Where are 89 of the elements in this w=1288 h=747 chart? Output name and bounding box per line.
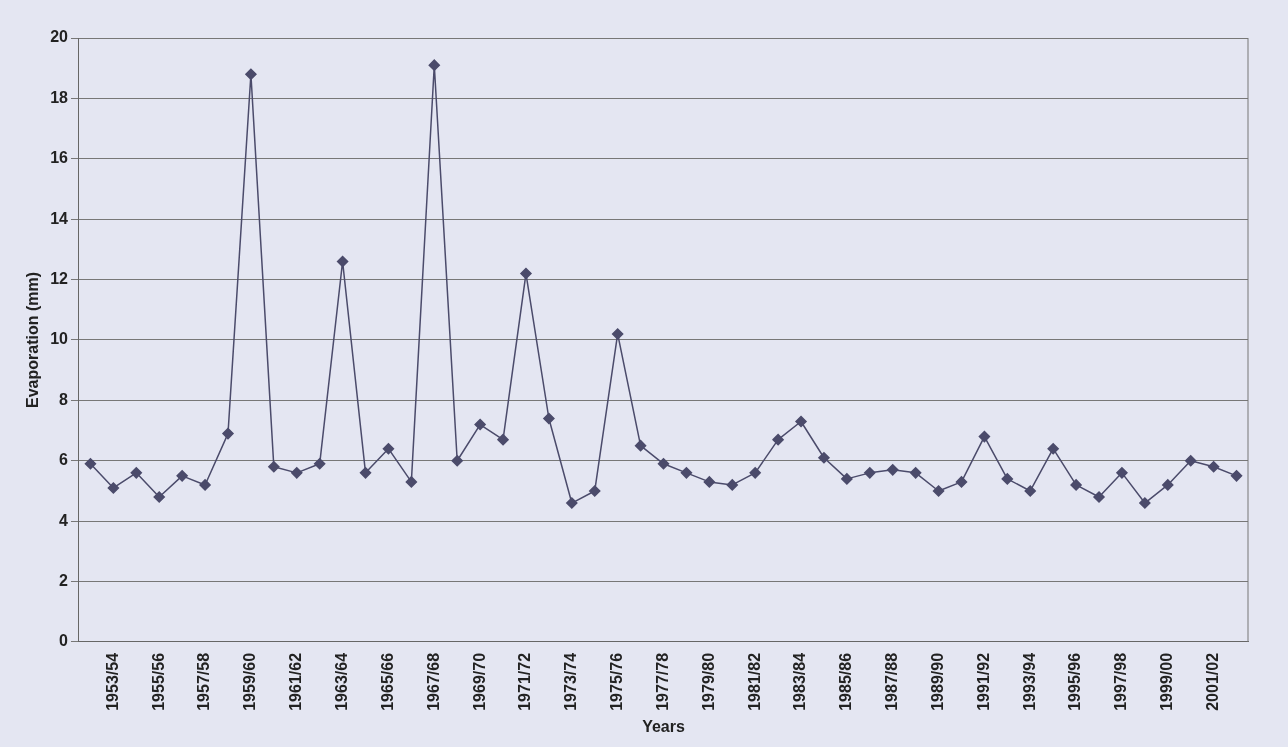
point [199, 479, 211, 491]
y-axis-title: Evaporation (mm) [24, 271, 42, 408]
x-tick-label: 1977/78 [653, 652, 671, 711]
y-tick-label: 8 [59, 390, 69, 408]
x-tick-label: 1997/98 [1112, 652, 1130, 711]
point [1093, 491, 1105, 503]
point [1116, 467, 1128, 479]
point [336, 255, 349, 268]
point [176, 470, 188, 482]
point [497, 433, 509, 446]
x-axis-title: Years [642, 717, 685, 735]
point [864, 467, 876, 479]
x-tick-label: 1965/66 [378, 652, 396, 711]
x-tick-label: 1959/60 [241, 652, 259, 711]
point [222, 427, 234, 440]
point [1139, 497, 1151, 509]
x-tick-label: 1995/96 [1066, 652, 1084, 711]
point [611, 328, 624, 340]
y-tick-label: 10 [50, 330, 69, 348]
point [1047, 442, 1059, 455]
point [1001, 473, 1014, 485]
point [932, 485, 945, 497]
point [1230, 470, 1243, 482]
point [1207, 461, 1220, 473]
point [84, 458, 97, 470]
x-tick-label: 1961/62 [287, 652, 305, 711]
point [520, 267, 532, 280]
x-tick-label: 1955/56 [149, 652, 167, 711]
point [795, 415, 807, 428]
point [841, 473, 853, 485]
point [543, 412, 555, 425]
point [588, 485, 601, 497]
y-tick-label: 14 [50, 209, 69, 227]
point [634, 439, 647, 452]
x-tick-label: 1957/58 [195, 652, 213, 711]
y-tick-label: 18 [50, 88, 69, 106]
x-tick-label: 1963/64 [333, 652, 350, 711]
x-tick-label: 1969/70 [470, 652, 488, 711]
x-tick-label: 1999/00 [1158, 652, 1176, 711]
point [726, 479, 739, 491]
point [382, 442, 395, 455]
x-tick-label: 1973/74 [562, 652, 580, 711]
x-tick-label: 1953/54 [103, 652, 121, 711]
point [107, 482, 120, 494]
x-tick-label: 1975/76 [608, 652, 626, 711]
point [749, 467, 761, 479]
point [245, 68, 257, 80]
point [909, 467, 922, 479]
y-tick-label: 0 [59, 632, 69, 650]
y-tick-label: 2 [59, 571, 69, 589]
point [474, 418, 486, 431]
point [1184, 455, 1197, 467]
point [130, 467, 143, 479]
x-tick-label: 1983/84 [791, 652, 809, 711]
point [1070, 479, 1082, 491]
x-tick-label: 1971/72 [516, 652, 534, 711]
y-tick-label: 6 [59, 451, 69, 469]
point [657, 458, 670, 470]
point [313, 458, 326, 470]
point [680, 467, 693, 479]
point [405, 476, 418, 488]
y-tick-label: 4 [59, 511, 69, 529]
point [955, 476, 968, 488]
point [428, 59, 441, 71]
point [451, 455, 463, 467]
x-tick-label: 1991/92 [974, 652, 992, 711]
point [359, 467, 372, 479]
x-tick-label: 1989/90 [928, 652, 946, 711]
point [291, 467, 303, 479]
point [1024, 485, 1036, 497]
point [772, 433, 784, 446]
x-tick-label: 1981/82 [745, 652, 763, 711]
x-tick-label: 1979/80 [699, 652, 717, 711]
x-tick-label: 1987/88 [883, 652, 901, 711]
point [703, 476, 716, 488]
point [153, 491, 165, 503]
point [978, 430, 991, 443]
point [886, 464, 899, 476]
x-tick-label: 1985/86 [837, 652, 855, 711]
y-tick-label: 20 [50, 28, 69, 46]
point [268, 461, 280, 473]
point [1162, 479, 1174, 491]
x-tick-label: 1993/94 [1020, 652, 1038, 711]
y-tick-label: 12 [50, 269, 69, 287]
x-tick-label: 1967/68 [424, 652, 442, 711]
point [818, 452, 830, 464]
y-tick-label: 16 [50, 149, 69, 167]
point [566, 497, 578, 509]
x-tick-label: 2001/02 [1204, 652, 1222, 711]
